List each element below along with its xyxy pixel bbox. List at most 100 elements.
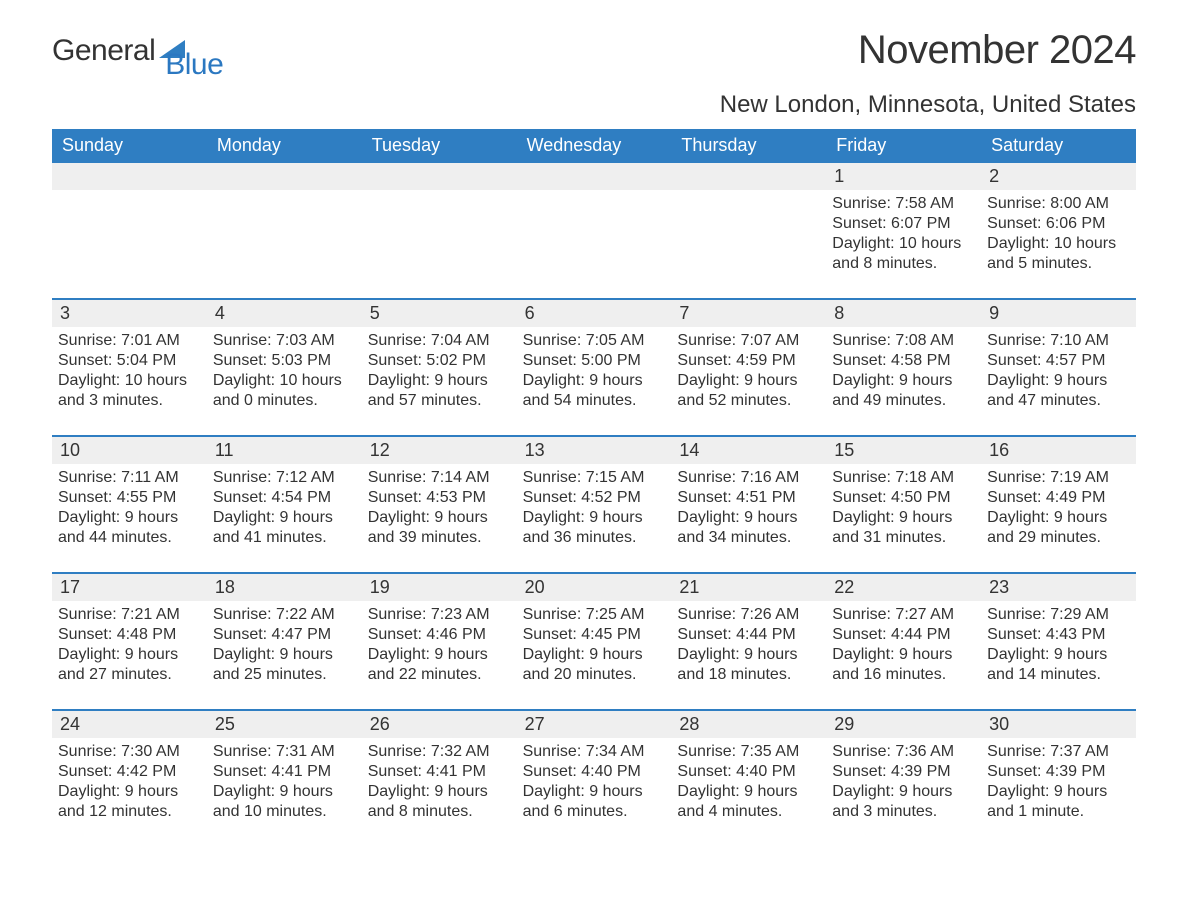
daylight-line-1: Daylight: 9 hours — [523, 508, 666, 528]
daylight-line-1: Daylight: 9 hours — [58, 782, 201, 802]
day-info: Sunrise: 7:32 AMSunset: 4:41 PMDaylight:… — [368, 742, 511, 822]
daylight-line-2: and 27 minutes. — [58, 665, 201, 685]
sunset-line: Sunset: 5:00 PM — [523, 351, 666, 371]
daylight-line-1: Daylight: 9 hours — [832, 508, 975, 528]
daylight-line-1: Daylight: 9 hours — [523, 371, 666, 391]
daylight-line-2: and 41 minutes. — [213, 528, 356, 548]
logo-text-blue: Blue — [165, 48, 223, 82]
calendar-cell: 4Sunrise: 7:03 AMSunset: 5:03 PMDaylight… — [207, 300, 362, 435]
sunrise-line: Sunrise: 7:19 AM — [987, 468, 1130, 488]
day-info: Sunrise: 7:21 AMSunset: 4:48 PMDaylight:… — [58, 605, 201, 685]
calendar-cell: 17Sunrise: 7:21 AMSunset: 4:48 PMDayligh… — [52, 574, 207, 709]
day-info: Sunrise: 7:31 AMSunset: 4:41 PMDaylight:… — [213, 742, 356, 822]
daylight-line-1: Daylight: 9 hours — [832, 371, 975, 391]
sunset-line: Sunset: 4:41 PM — [213, 762, 356, 782]
sunset-line: Sunset: 5:03 PM — [213, 351, 356, 371]
day-number: 23 — [981, 574, 1136, 601]
day-info: Sunrise: 7:19 AMSunset: 4:49 PMDaylight:… — [987, 468, 1130, 548]
daylight-line-2: and 18 minutes. — [677, 665, 820, 685]
daylight-line-1: Daylight: 9 hours — [987, 782, 1130, 802]
day-number: 9 — [981, 300, 1136, 327]
weekday-header: Sunday — [52, 129, 207, 163]
day-info: Sunrise: 7:05 AMSunset: 5:00 PMDaylight:… — [523, 331, 666, 411]
sunrise-line: Sunrise: 7:18 AM — [832, 468, 975, 488]
calendar-week: 17Sunrise: 7:21 AMSunset: 4:48 PMDayligh… — [52, 572, 1136, 709]
calendar-cell: 30Sunrise: 7:37 AMSunset: 4:39 PMDayligh… — [981, 711, 1136, 846]
daylight-line-2: and 54 minutes. — [523, 391, 666, 411]
day-info: Sunrise: 7:10 AMSunset: 4:57 PMDaylight:… — [987, 331, 1130, 411]
daylight-line-2: and 10 minutes. — [213, 802, 356, 822]
daylight-line-1: Daylight: 9 hours — [677, 371, 820, 391]
calendar-cell — [207, 163, 362, 298]
sunrise-line: Sunrise: 7:03 AM — [213, 331, 356, 351]
calendar-cell: 19Sunrise: 7:23 AMSunset: 4:46 PMDayligh… — [362, 574, 517, 709]
daylight-line-2: and 8 minutes. — [368, 802, 511, 822]
day-number: 24 — [52, 711, 207, 738]
day-number — [517, 163, 672, 190]
sunrise-line: Sunrise: 7:32 AM — [368, 742, 511, 762]
day-info: Sunrise: 7:03 AMSunset: 5:03 PMDaylight:… — [213, 331, 356, 411]
daylight-line-2: and 4 minutes. — [677, 802, 820, 822]
daylight-line-2: and 16 minutes. — [832, 665, 975, 685]
calendar-cell — [517, 163, 672, 298]
calendar-cell: 1 Sunrise: 7:58 AMSunset: 6:07 PMDaylight… — [826, 163, 981, 298]
weekday-header: Saturday — [981, 129, 1136, 163]
daylight-line-1: Daylight: 9 hours — [677, 782, 820, 802]
daylight-line-2: and 57 minutes. — [368, 391, 511, 411]
day-info: Sunrise: 7:07 AMSunset: 4:59 PMDaylight:… — [677, 331, 820, 411]
day-number: 27 — [517, 711, 672, 738]
daylight-line-1: Daylight: 9 hours — [832, 645, 975, 665]
sunset-line: Sunset: 5:04 PM — [58, 351, 201, 371]
daylight-line-1: Daylight: 10 hours — [213, 371, 356, 391]
sunset-line: Sunset: 4:44 PM — [832, 625, 975, 645]
day-number: 29 — [826, 711, 981, 738]
calendar-cell: 20Sunrise: 7:25 AMSunset: 4:45 PMDayligh… — [517, 574, 672, 709]
sunset-line: Sunset: 4:54 PM — [213, 488, 356, 508]
day-info: Sunrise: 7:27 AMSunset: 4:44 PMDaylight:… — [832, 605, 975, 685]
sunset-line: Sunset: 4:39 PM — [987, 762, 1130, 782]
page-title: November 2024 — [720, 28, 1136, 73]
day-number: 28 — [671, 711, 826, 738]
day-number: 8 — [826, 300, 981, 327]
sunset-line: Sunset: 4:58 PM — [832, 351, 975, 371]
sunrise-line: Sunrise: 7:12 AM — [213, 468, 356, 488]
sunrise-line: Sunrise: 7:01 AM — [58, 331, 201, 351]
sunrise-line: Sunrise: 7:05 AM — [523, 331, 666, 351]
calendar-cell: 14Sunrise: 7:16 AMSunset: 4:51 PMDayligh… — [671, 437, 826, 572]
daylight-line-1: Daylight: 9 hours — [832, 782, 975, 802]
day-number: 1 — [826, 163, 981, 190]
daylight-line-1: Daylight: 9 hours — [677, 508, 820, 528]
day-number: 12 — [362, 437, 517, 464]
calendar-week: 1 Sunrise: 7:58 AMSunset: 6:07 PMDaylight… — [52, 163, 1136, 298]
day-number: 21 — [671, 574, 826, 601]
sunset-line: Sunset: 5:02 PM — [368, 351, 511, 371]
day-info: Sunrise: 7:18 AMSunset: 4:50 PMDaylight:… — [832, 468, 975, 548]
calendar-week: 10Sunrise: 7:11 AMSunset: 4:55 PMDayligh… — [52, 435, 1136, 572]
sunrise-line: Sunrise: 7:21 AM — [58, 605, 201, 625]
sunset-line: Sunset: 4:47 PM — [213, 625, 356, 645]
day-info: Sunrise: 7:04 AMSunset: 5:02 PMDaylight:… — [368, 331, 511, 411]
day-number: 14 — [671, 437, 826, 464]
calendar-cell: 7Sunrise: 7:07 AMSunset: 4:59 PMDaylight… — [671, 300, 826, 435]
sunset-line: Sunset: 4:41 PM — [368, 762, 511, 782]
calendar-cell: 28Sunrise: 7:35 AMSunset: 4:40 PMDayligh… — [671, 711, 826, 846]
daylight-line-1: Daylight: 9 hours — [523, 782, 666, 802]
day-info: Sunrise: 7:58 AMSunset: 6:07 PMDaylight:… — [832, 194, 975, 274]
sunrise-line: Sunrise: 7:30 AM — [58, 742, 201, 762]
daylight-line-2: and 31 minutes. — [832, 528, 975, 548]
sunset-line: Sunset: 6:07 PM — [832, 214, 975, 234]
daylight-line-2: and 52 minutes. — [677, 391, 820, 411]
sunrise-line: Sunrise: 8:00 AM — [987, 194, 1130, 214]
sunset-line: Sunset: 4:40 PM — [523, 762, 666, 782]
sunrise-line: Sunrise: 7:36 AM — [832, 742, 975, 762]
day-info: Sunrise: 7:25 AMSunset: 4:45 PMDaylight:… — [523, 605, 666, 685]
sunrise-line: Sunrise: 7:31 AM — [213, 742, 356, 762]
day-number: 6 — [517, 300, 672, 327]
calendar-cell: 13Sunrise: 7:15 AMSunset: 4:52 PMDayligh… — [517, 437, 672, 572]
daylight-line-1: Daylight: 10 hours — [987, 234, 1130, 254]
daylight-line-2: and 3 minutes. — [58, 391, 201, 411]
sunset-line: Sunset: 4:39 PM — [832, 762, 975, 782]
day-info: Sunrise: 7:08 AMSunset: 4:58 PMDaylight:… — [832, 331, 975, 411]
sunset-line: Sunset: 6:06 PM — [987, 214, 1130, 234]
calendar-cell: 12Sunrise: 7:14 AMSunset: 4:53 PMDayligh… — [362, 437, 517, 572]
